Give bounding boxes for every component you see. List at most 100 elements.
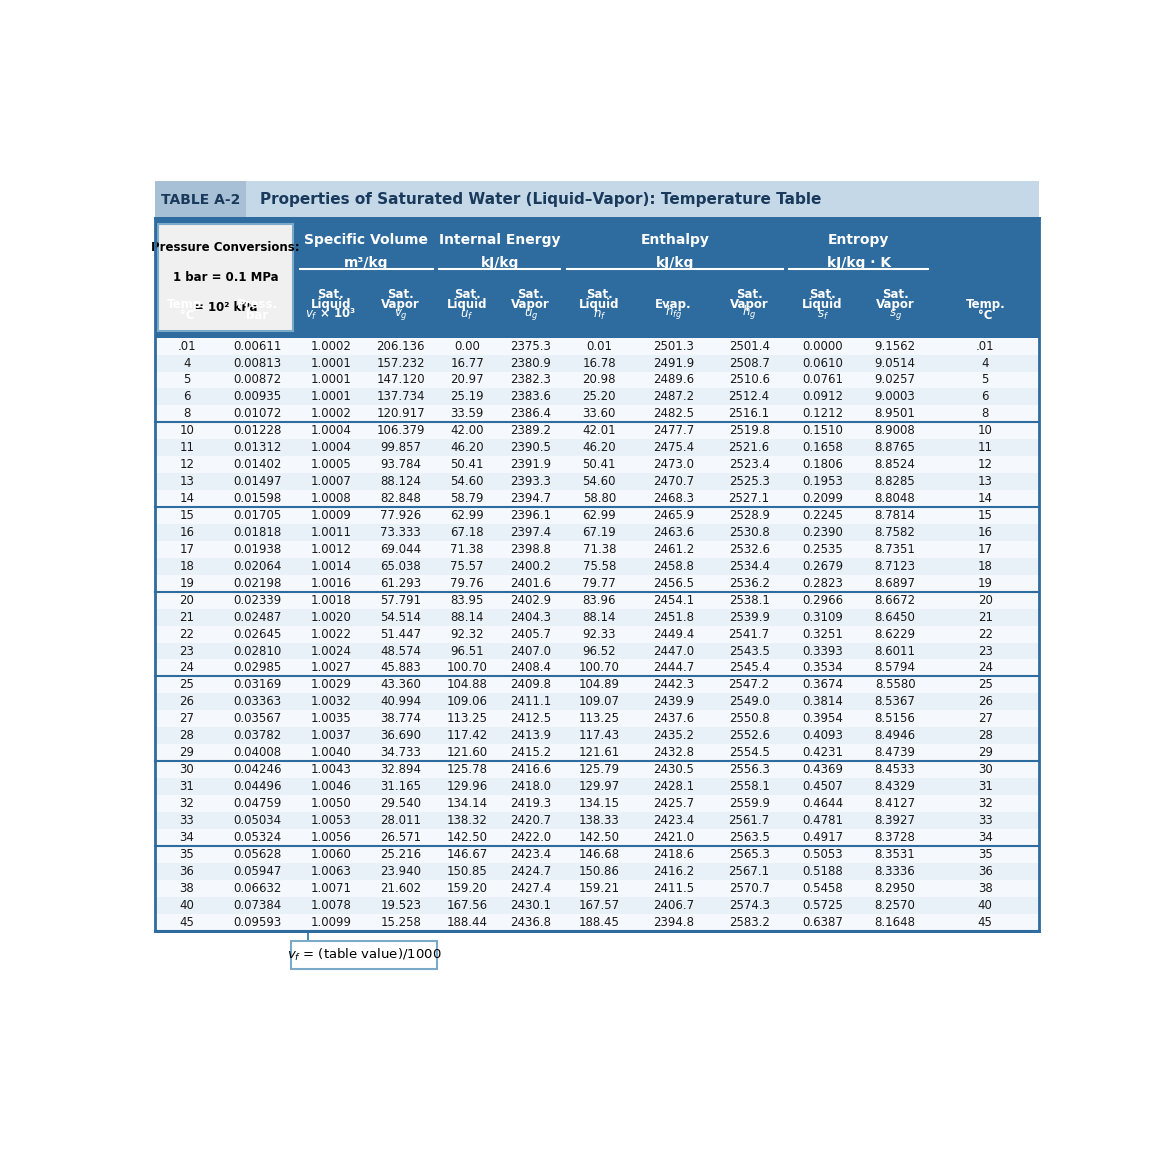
Text: 20: 20: [179, 594, 195, 607]
Text: 16: 16: [977, 526, 993, 538]
Text: 2447.0: 2447.0: [654, 645, 694, 658]
Text: 0.02645: 0.02645: [233, 628, 282, 640]
Text: 32: 32: [179, 797, 195, 809]
Text: 18: 18: [179, 559, 195, 573]
Text: 2456.5: 2456.5: [654, 577, 694, 589]
Text: Pressure Conversions:: Pressure Conversions:: [151, 242, 299, 255]
Text: 16.77: 16.77: [450, 357, 483, 369]
Text: 2390.5: 2390.5: [510, 441, 551, 454]
Text: 2423.4: 2423.4: [654, 814, 694, 827]
Text: 2558.1: 2558.1: [729, 780, 770, 793]
Text: 206.136: 206.136: [376, 339, 425, 352]
Text: Press.: Press.: [236, 299, 278, 312]
Text: Sat.: Sat.: [736, 287, 763, 301]
Text: 2538.1: 2538.1: [729, 594, 770, 607]
Text: 0.3109: 0.3109: [803, 610, 843, 624]
Text: 2416.6: 2416.6: [510, 763, 551, 776]
Text: Vapor: Vapor: [511, 299, 550, 312]
Text: 0.4917: 0.4917: [802, 830, 843, 844]
Text: 15: 15: [977, 510, 993, 522]
Bar: [155, 423, 1039, 439]
Text: 2547.2: 2547.2: [728, 679, 770, 691]
Text: 5: 5: [982, 374, 989, 387]
Text: 2532.6: 2532.6: [728, 543, 770, 556]
Text: 26.571: 26.571: [380, 830, 422, 844]
Text: 0.02198: 0.02198: [233, 577, 282, 589]
Text: 18: 18: [977, 559, 993, 573]
Text: 2394.8: 2394.8: [654, 916, 694, 929]
Text: 2419.3: 2419.3: [510, 797, 551, 809]
Text: 150.86: 150.86: [579, 865, 620, 878]
Text: Liquid: Liquid: [579, 299, 620, 312]
Text: 0.1212: 0.1212: [802, 408, 843, 420]
Text: 8.2950: 8.2950: [875, 881, 916, 895]
Text: 21.602: 21.602: [380, 881, 422, 895]
Text: 45: 45: [179, 916, 195, 929]
Text: 0.2245: 0.2245: [802, 510, 843, 522]
Text: 1.0063: 1.0063: [310, 865, 352, 878]
Bar: [155, 182, 1039, 218]
Text: 2436.8: 2436.8: [510, 916, 551, 929]
Bar: [155, 182, 246, 218]
Text: 104.88: 104.88: [446, 679, 487, 691]
Text: 0.00: 0.00: [454, 339, 480, 352]
Text: 92.32: 92.32: [450, 628, 483, 640]
Text: Temp.: Temp.: [966, 299, 1005, 312]
Text: 27: 27: [179, 712, 195, 725]
Text: 146.67: 146.67: [446, 848, 488, 860]
Text: 1.0024: 1.0024: [310, 645, 352, 658]
Text: 79.76: 79.76: [450, 577, 483, 589]
Text: 0.3534: 0.3534: [803, 661, 843, 674]
Text: 0.4781: 0.4781: [802, 814, 843, 827]
Text: 31.165: 31.165: [380, 780, 422, 793]
Text: 8.4739: 8.4739: [875, 746, 916, 760]
Text: 0.05947: 0.05947: [233, 865, 282, 878]
Text: 0.4231: 0.4231: [802, 746, 843, 760]
Text: 2428.1: 2428.1: [654, 780, 694, 793]
Text: 0.03169: 0.03169: [233, 679, 282, 691]
Bar: [155, 727, 1039, 745]
Bar: [155, 338, 1039, 354]
Bar: [155, 388, 1039, 405]
Text: 2567.1: 2567.1: [728, 865, 770, 878]
Text: 61.293: 61.293: [380, 577, 422, 589]
Text: 0.5725: 0.5725: [803, 899, 843, 911]
Text: 121.60: 121.60: [446, 746, 488, 760]
Text: 67.19: 67.19: [582, 526, 616, 538]
Text: 57.791: 57.791: [380, 594, 422, 607]
Text: 113.25: 113.25: [579, 712, 620, 725]
Text: 1.0029: 1.0029: [310, 679, 352, 691]
Bar: [155, 218, 1039, 931]
Text: 11: 11: [977, 441, 993, 454]
Text: Vapor: Vapor: [381, 299, 421, 312]
Bar: [155, 880, 1039, 896]
Bar: [155, 474, 1039, 490]
Text: 167.57: 167.57: [579, 899, 620, 911]
Text: $u_f$: $u_f$: [460, 309, 474, 322]
Text: 36: 36: [179, 865, 195, 878]
Text: 134.14: 134.14: [446, 797, 488, 809]
Text: 0.3393: 0.3393: [803, 645, 843, 658]
Text: 1.0005: 1.0005: [311, 459, 352, 471]
Text: 30: 30: [977, 763, 993, 776]
Text: 83.95: 83.95: [451, 594, 483, 607]
Text: 0.1806: 0.1806: [803, 459, 843, 471]
Bar: [155, 863, 1039, 880]
Text: 31: 31: [179, 780, 195, 793]
Text: 42.00: 42.00: [451, 424, 483, 438]
Text: 26: 26: [977, 695, 993, 709]
Text: 117.42: 117.42: [446, 730, 488, 742]
Bar: [155, 643, 1039, 659]
Text: $h_f$: $h_f$: [593, 306, 606, 322]
Text: 113.25: 113.25: [446, 712, 488, 725]
Bar: [155, 405, 1039, 423]
Text: 2489.6: 2489.6: [654, 374, 694, 387]
Text: Vapor: Vapor: [876, 299, 915, 312]
Text: 50.41: 50.41: [451, 459, 483, 471]
Text: 1.0001: 1.0001: [310, 357, 352, 369]
Text: 2430.5: 2430.5: [654, 763, 694, 776]
Text: 2508.7: 2508.7: [729, 357, 770, 369]
Text: 29: 29: [977, 746, 993, 760]
Bar: [155, 694, 1039, 710]
Text: 2482.5: 2482.5: [654, 408, 694, 420]
